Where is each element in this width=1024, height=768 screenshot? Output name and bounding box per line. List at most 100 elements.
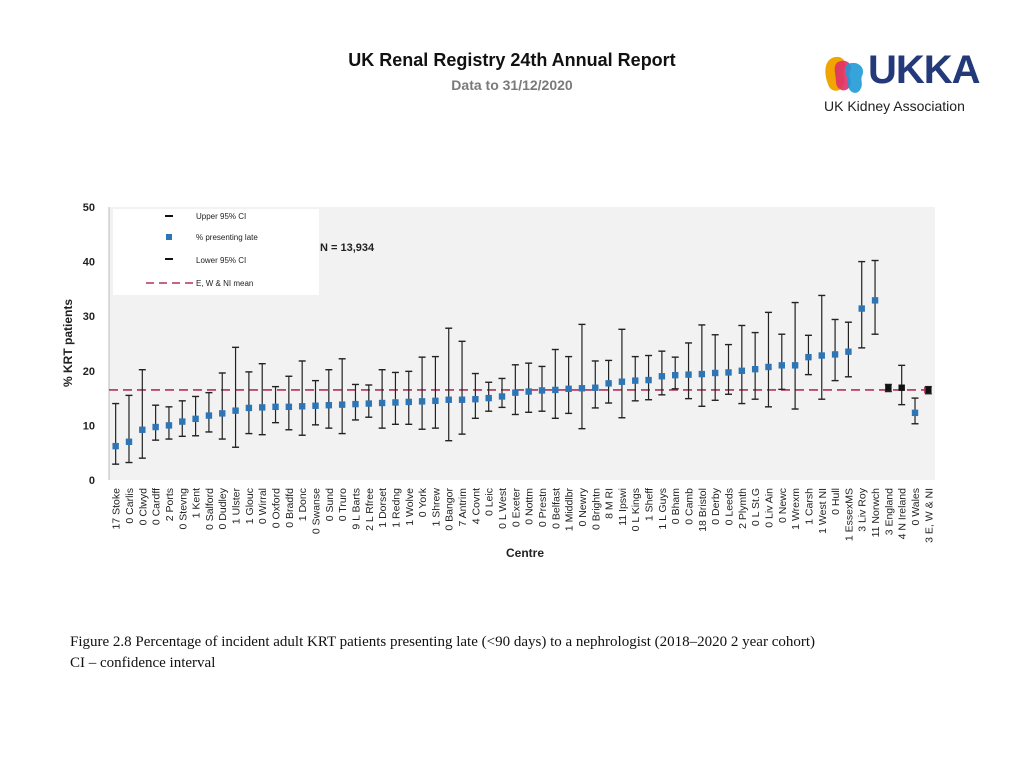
data-point (139, 426, 146, 433)
y-tick-label: 40 (83, 257, 95, 269)
y-tick-label: 50 (83, 202, 95, 214)
x-tick-label: 17 Stoke (111, 488, 123, 530)
legend-presenting-late: % presenting late (196, 233, 258, 242)
data-point (605, 380, 612, 387)
data-point (885, 384, 892, 391)
x-tick-label: 0 Nottm (524, 488, 536, 525)
data-point (525, 388, 532, 395)
x-tick-label: 0 Camb (684, 488, 696, 525)
x-tick-label: 3 England (883, 488, 895, 535)
data-point (778, 362, 785, 369)
x-tick-label: 0 Exeter (510, 488, 522, 528)
x-tick-label: 7 Antrim (457, 488, 469, 527)
x-tick-label: 1 Kent (191, 488, 203, 518)
x-tick-label: 9 L Barts (350, 488, 362, 530)
caption-line-1: Figure 2.8 Percentage of incident adult … (70, 634, 816, 650)
y-tick-label: 10 (83, 420, 95, 432)
data-point (152, 423, 159, 431)
x-tick-label: 4 Covnt (470, 488, 482, 524)
data-point (685, 371, 692, 378)
data-point (352, 400, 359, 408)
x-tick-label: 0 Clwyd (137, 488, 149, 526)
x-tick-label: 0 Truro (337, 488, 349, 521)
x-tick-label: 1 Ulster (231, 488, 243, 525)
x-tick-label: 1 L Guys (657, 488, 669, 530)
data-point (578, 385, 586, 392)
data-point (338, 401, 346, 408)
x-tick-label: 1 Glouc (244, 488, 256, 524)
data-point (458, 396, 466, 403)
x-tick-label: 0 Dudley (217, 487, 229, 529)
data-point (405, 398, 412, 406)
x-tick-label: 1 Carsh (803, 488, 815, 525)
data-point (552, 386, 559, 394)
data-point (378, 399, 386, 407)
x-tick-label: 0 Stevng (177, 488, 189, 530)
x-tick-label: 0 Brightn (590, 488, 602, 530)
x-tick-label: 0 Salford (204, 488, 216, 530)
x-tick-label: 0 Newry (577, 487, 589, 526)
x-tick-label: 0 L Kings (630, 488, 642, 531)
x-tick-label: 1 Middlbr (564, 487, 576, 531)
ukka-logo: UKKA UK Kidney Association (822, 48, 994, 118)
x-tick-label: 0 L West (497, 488, 509, 529)
data-point (658, 373, 666, 380)
legend-upper-ci: Upper 95% CI (196, 212, 246, 221)
x-tick-label: 0 Liv Ain (763, 488, 775, 528)
x-tick-label: 1 Sheff (644, 488, 656, 521)
data-point (818, 352, 825, 359)
x-tick-label: 3 Liv Roy (857, 487, 869, 532)
data-point (805, 353, 812, 361)
data-point (285, 403, 293, 411)
data-point (698, 370, 706, 378)
data-point (898, 384, 905, 391)
data-point (858, 305, 865, 312)
report-title: UK Renal Registry 24th Annual Report (348, 50, 676, 70)
data-point (272, 403, 279, 411)
report-subtitle: Data to 31/12/2020 (451, 77, 573, 93)
data-point (538, 387, 546, 394)
data-point (365, 400, 372, 407)
data-point (445, 396, 452, 403)
data-point (512, 389, 519, 396)
y-tick-label: 0 (89, 475, 95, 487)
data-point (765, 363, 772, 371)
late-presentation-chart: 0 10 20 30 40 50 % KRT patients Centre 17 Sto… (61, 202, 936, 560)
data-point (432, 397, 439, 405)
x-tick-label: 0 Leeds (724, 488, 736, 525)
x-tick-label: 0 Carlis (124, 488, 136, 524)
x-tick-label: 1 Shrew (430, 488, 442, 527)
data-point (418, 398, 426, 405)
x-tick-label: 1 EssexMS (843, 488, 855, 541)
x-tick-label: 0 Hull (830, 488, 842, 515)
data-point (179, 418, 186, 425)
data-point (125, 438, 133, 445)
caption-line-2: CI – confidence interval (70, 655, 216, 671)
x-tick-label: 11 Ipswi (617, 488, 629, 526)
x-tick-label: 0 Bradfd (284, 488, 296, 528)
data-point (632, 377, 639, 384)
x-tick-label: 11 Norwch (870, 488, 882, 538)
data-point (498, 393, 506, 400)
y-axis: 0 10 20 30 40 50 (83, 202, 110, 487)
x-tick-label: 0 L St.G (750, 488, 762, 526)
data-point (325, 401, 333, 409)
x-tick-label: 0 Wirral (257, 488, 269, 524)
x-tick-labels: 17 Stoke 0 Carlis 0 Clwyd 0 Cardff 2 Ports 0 … (111, 487, 936, 543)
data-point-accent (924, 386, 926, 394)
data-point (472, 395, 479, 403)
data-point (232, 407, 239, 414)
data-point (711, 369, 719, 377)
x-tick-label: 0 Bham (670, 488, 682, 524)
data-point (219, 410, 226, 417)
n-annotation: N = 13,934 (320, 242, 375, 254)
legend: Upper 95% CI % presenting late Lower 95%… (113, 209, 319, 295)
data-point (672, 371, 679, 379)
data-point (738, 367, 746, 374)
x-tick-label: 1 Redng (390, 488, 402, 528)
x-tick-label: 1 Wrexm (790, 488, 802, 530)
x-tick-label: 2 Plymth (737, 488, 749, 529)
x-tick-label: 0 York (417, 487, 429, 517)
x-tick-label: 0 Sund (324, 488, 336, 521)
kidney-mark-icon (825, 56, 864, 93)
